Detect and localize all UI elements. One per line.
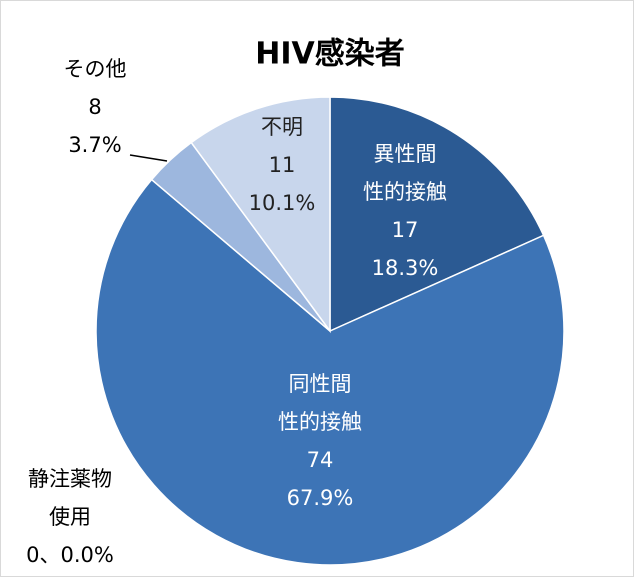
value-label: 18.3% xyxy=(372,256,439,280)
count-label: 74 xyxy=(307,448,334,472)
count-label: 8 xyxy=(88,95,101,119)
slice-label: 同性間 xyxy=(289,372,352,396)
value-label: 0、0.0% xyxy=(26,543,114,567)
value-label: 3.7% xyxy=(68,133,121,157)
slice-label: 静注薬物 xyxy=(28,467,112,491)
count-label: 17 xyxy=(392,218,419,242)
value-label: 67.9% xyxy=(287,486,354,510)
value-label: 10.1% xyxy=(249,191,316,215)
slice-label: 性的接触 xyxy=(278,410,362,434)
slice-label: 使用 xyxy=(49,505,91,529)
slice-label: 不明 xyxy=(261,115,303,139)
pie-slice xyxy=(95,178,565,566)
leader-line xyxy=(129,154,168,162)
count-label: 11 xyxy=(269,153,296,177)
slice-label: 異性間 xyxy=(374,142,437,166)
chart-title: HIV感染者 xyxy=(255,37,405,72)
pie-slice xyxy=(190,96,331,334)
pie-slice xyxy=(329,96,545,333)
slice-label: 性的接触 xyxy=(363,180,447,204)
slice-label: その他 xyxy=(64,57,127,81)
